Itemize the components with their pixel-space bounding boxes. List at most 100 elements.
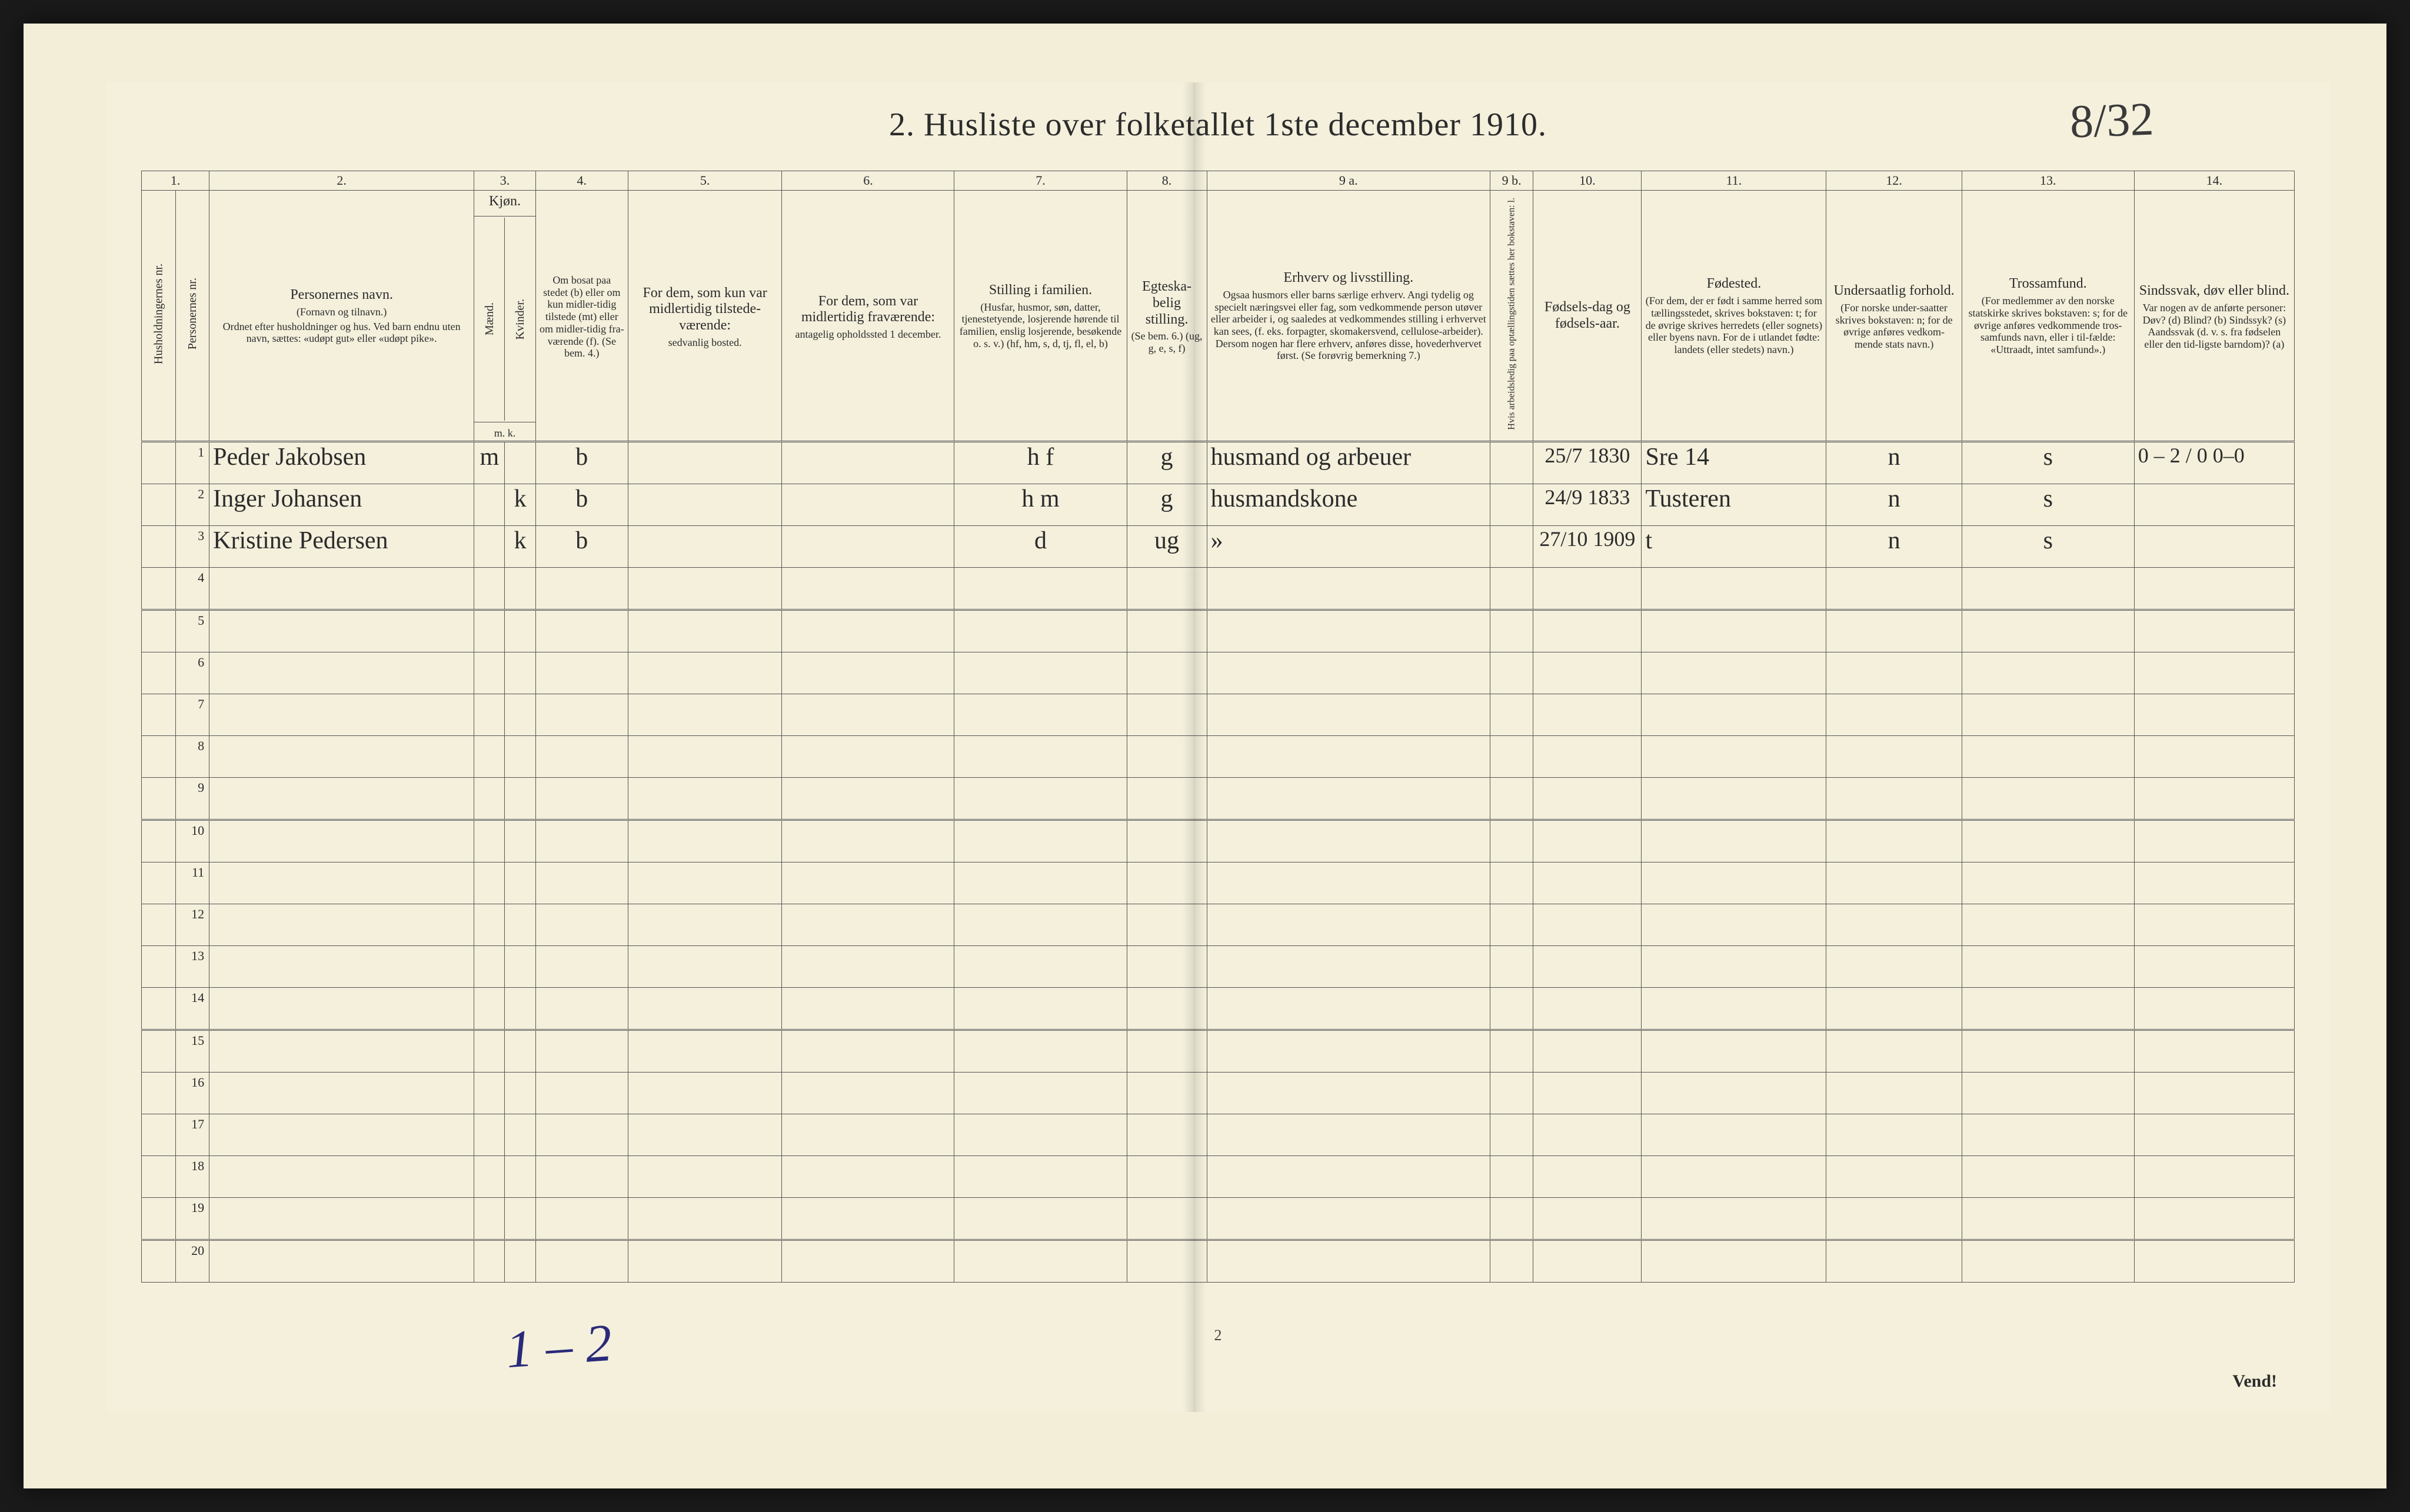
cell-empty — [2134, 820, 2294, 862]
cell-empty — [535, 1156, 628, 1198]
cell-hushold-nr — [142, 694, 176, 736]
cell-empty — [1962, 568, 2134, 610]
cell-empty — [1127, 568, 1207, 610]
table-row: 1Peder Jakobsenmbh fghusmand og arbeuer2… — [142, 442, 2295, 484]
cell-hushold-nr — [142, 568, 176, 610]
cell-hushold-nr — [142, 862, 176, 904]
cell-person-nr: 5 — [175, 610, 209, 652]
colnum-7: 7. — [954, 171, 1127, 191]
cell-empty — [954, 610, 1127, 652]
colnum-10: 10. — [1533, 171, 1642, 191]
cell-hushold-nr — [142, 1198, 176, 1240]
cell-empty — [1490, 1240, 1533, 1283]
column-number-row: 1. 2. 3. 4. 5. 6. 7. 8. 9 a. 9 b. 10. 11… — [142, 171, 2295, 191]
cell-empty — [1127, 1073, 1207, 1114]
cell-empty — [474, 568, 505, 610]
cell-hushold-nr — [142, 1114, 176, 1156]
cell-empty — [1533, 610, 1642, 652]
cell-empty — [209, 1114, 474, 1156]
cell-empty — [474, 946, 505, 988]
cell-empty — [535, 736, 628, 778]
cell-empty — [1533, 946, 1642, 988]
vend-label: Vend! — [2232, 1371, 2277, 1391]
cell-fodested: t — [1642, 526, 1826, 568]
cell-empty — [954, 694, 1127, 736]
cell-empty — [2134, 652, 2294, 694]
table-row: 3Kristine Pedersenkbdug»27/10 1909tns — [142, 526, 2295, 568]
cell-empty — [1962, 1030, 2134, 1073]
cell-empty — [2134, 1240, 2294, 1283]
cell-sex-m — [474, 526, 505, 568]
colnum-13: 13. — [1962, 171, 2134, 191]
cell-empty — [954, 862, 1127, 904]
table-row-empty: 7 — [142, 694, 2295, 736]
cell-empty — [1642, 1030, 1826, 1073]
scan-background: 2. Husliste over folketallet 1ste decemb… — [24, 24, 2386, 1488]
cell-egte: g — [1127, 484, 1207, 526]
cell-empty — [628, 904, 782, 946]
cell-empty — [1490, 1073, 1533, 1114]
cell-familien: h f — [954, 442, 1127, 484]
cell-empty — [628, 862, 782, 904]
cell-empty — [2134, 610, 2294, 652]
cell-person-nr: 1 — [175, 442, 209, 484]
cell-empty — [1642, 820, 1826, 862]
cell-empty — [1127, 862, 1207, 904]
cell-empty — [505, 1030, 535, 1073]
cell-person-nr: 20 — [175, 1240, 209, 1283]
hdr-husholdning-nr: Husholdningernes nr. — [142, 191, 176, 442]
colnum-2: 2. — [209, 171, 474, 191]
colnum-14: 14. — [2134, 171, 2294, 191]
cell-empty — [505, 988, 535, 1030]
cell-empty — [954, 1156, 1127, 1198]
hdr-egteskab: Egteska-belig stilling. (Se bem. 6.) (ug… — [1127, 191, 1207, 442]
cell-empty — [1962, 1198, 2134, 1240]
cell-hushold-nr — [142, 610, 176, 652]
cell-erhverv: husmand og arbeuer — [1207, 442, 1490, 484]
cell-person-nr: 18 — [175, 1156, 209, 1198]
cell-empty — [1490, 988, 1533, 1030]
cell-empty — [2134, 1198, 2294, 1240]
table-row-empty: 17 — [142, 1114, 2295, 1156]
cell-sex-k — [505, 442, 535, 484]
cell-ledig — [1490, 484, 1533, 526]
cell-empty — [1127, 820, 1207, 862]
cell-midl-tilstede — [628, 442, 782, 484]
cell-empty — [1826, 862, 1962, 904]
cell-empty — [782, 1156, 954, 1198]
cell-bosat: b — [535, 484, 628, 526]
cell-empty — [209, 1198, 474, 1240]
cell-empty — [535, 988, 628, 1030]
cell-person-nr: 12 — [175, 904, 209, 946]
cell-empty — [954, 652, 1127, 694]
cell-empty — [954, 1030, 1127, 1073]
colnum-9a: 9 a. — [1207, 171, 1490, 191]
cell-empty — [1826, 820, 1962, 862]
cell-empty — [1533, 1156, 1642, 1198]
cell-person-nr: 16 — [175, 1073, 209, 1114]
cell-empty — [1826, 610, 1962, 652]
cell-empty — [782, 736, 954, 778]
colnum-4: 4. — [535, 171, 628, 191]
cell-empty — [505, 862, 535, 904]
cell-empty — [628, 946, 782, 988]
hdr-fodested: Fødested. (For dem, der er født i samme … — [1642, 191, 1826, 442]
cell-empty — [1490, 736, 1533, 778]
cell-empty — [1533, 778, 1642, 820]
cell-empty — [1490, 820, 1533, 862]
cell-empty — [1207, 694, 1490, 736]
cell-empty — [1490, 610, 1533, 652]
cell-empty — [954, 1240, 1127, 1283]
cell-empty — [1533, 652, 1642, 694]
cell-empty — [2134, 904, 2294, 946]
cell-empty — [535, 1030, 628, 1073]
cell-empty — [474, 820, 505, 862]
cell-empty — [1533, 1114, 1642, 1156]
cell-empty — [1127, 1030, 1207, 1073]
cell-bosat: b — [535, 442, 628, 484]
cell-empty — [1207, 610, 1490, 652]
cell-name: Kristine Pedersen — [209, 526, 474, 568]
cell-empty — [782, 1240, 954, 1283]
cell-empty — [505, 736, 535, 778]
cell-fodsel: 27/10 1909 — [1533, 526, 1642, 568]
